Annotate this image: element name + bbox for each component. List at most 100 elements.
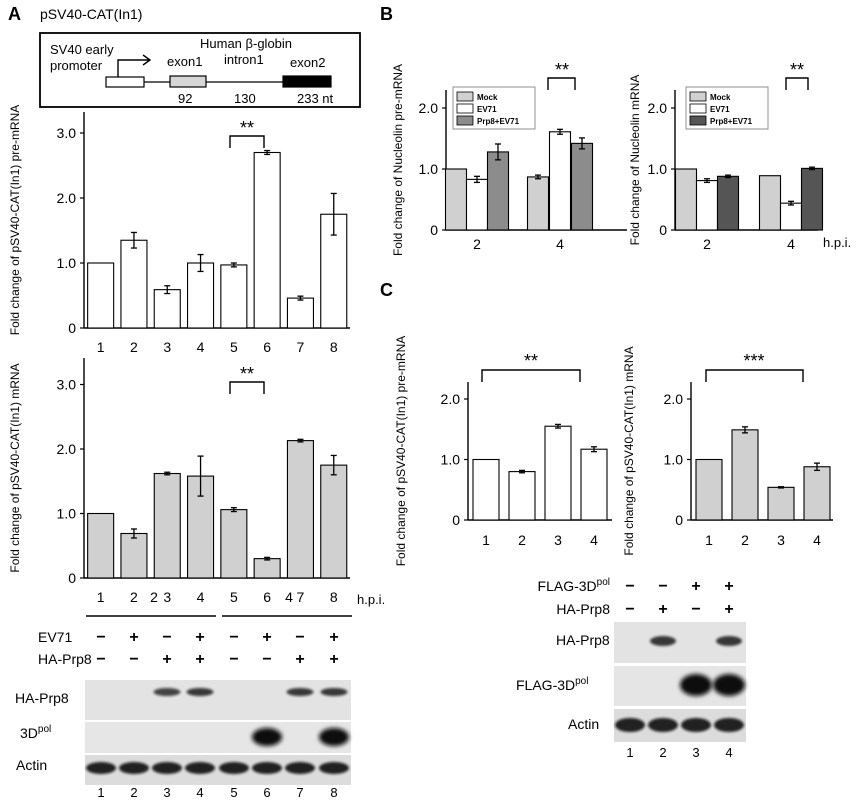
legend-swatch <box>689 103 707 114</box>
bar <box>580 448 608 521</box>
bar <box>526 176 550 231</box>
lane-number: 4 <box>196 785 203 800</box>
blot-label-actin: Actin <box>568 716 599 732</box>
x-tick-label: 8 <box>330 589 338 605</box>
y-axis-label: Fold change of Nucleolin pre-mRNA <box>391 64 405 256</box>
y-tick-label: 0 <box>659 222 667 238</box>
lane-number: 3 <box>692 745 699 760</box>
bar <box>758 175 782 231</box>
blot-band <box>252 728 282 746</box>
sign: − <box>625 578 634 595</box>
x-tick-label: 4 <box>556 236 564 252</box>
chart-b-nucleolin-pre-mrna: 0 1.0 2.0 Fold change of Nucleolin pre-mRNA… <box>391 64 627 256</box>
blot-label-3dpol: 3Dpol <box>20 724 51 741</box>
legend-label: Mock <box>477 93 498 102</box>
x-tick-label: 1 <box>97 589 105 605</box>
sign: − <box>229 629 238 646</box>
sign: − <box>96 629 105 646</box>
bar <box>486 151 510 231</box>
sign: + <box>129 629 138 646</box>
bar <box>187 262 215 329</box>
blot-band <box>680 674 712 696</box>
blot-label-flag-3dpol: FLAG-3Dpol <box>516 676 588 693</box>
panel-letter-b: B <box>380 4 393 24</box>
y-tick-label: 1.0 <box>664 452 684 468</box>
sign: + <box>329 651 338 668</box>
bar <box>320 464 348 579</box>
bar <box>120 239 148 329</box>
blot-band <box>681 718 711 732</box>
x-tick-label: 4 <box>813 532 821 548</box>
bar <box>253 151 281 329</box>
row-label: EV71 <box>38 629 72 645</box>
legend-label: Prp8+EV71 <box>710 117 753 126</box>
legend-label: Mock <box>710 93 731 102</box>
blot-band <box>185 762 215 774</box>
intron-size: 130 <box>234 91 256 106</box>
bar <box>548 131 572 231</box>
sig-bracket-a-pre: ** <box>229 118 265 148</box>
blot-band <box>716 636 742 646</box>
blot-label-actin: Actin <box>16 757 47 773</box>
bar <box>87 262 115 329</box>
legend-swatch <box>456 91 474 102</box>
x-tick-label: 2 <box>473 236 481 252</box>
bar <box>508 471 536 521</box>
sign: + <box>724 601 733 618</box>
y-tick-label: 0 <box>452 512 460 528</box>
blot-band <box>714 718 744 732</box>
row-label: FLAG-3Dpol <box>538 577 610 594</box>
sig-bracket-b-right: ** <box>785 60 809 90</box>
blot-band <box>86 762 116 774</box>
blot-c: HA-Prp8 FLAG-3Dpol Actin 1 2 3 4 <box>516 622 746 760</box>
blot-band <box>650 636 676 646</box>
intron-title: Human β-globin <box>200 36 292 51</box>
blot-strip-prp8 <box>85 680 351 720</box>
y-axis-label: Fold change of pSV40-CAT(In1) mRNA <box>8 363 22 572</box>
chart-a-mrna: 0 1.0 2.0 3.0 Fold change of pSV40-CAT(In1) … <box>8 358 350 605</box>
lane-number: 1 <box>626 745 633 760</box>
bar <box>286 297 315 329</box>
sig-label: ** <box>524 351 538 371</box>
blot-band <box>152 762 182 774</box>
sign: − <box>658 578 667 595</box>
y-tick-label: 2.0 <box>57 441 77 457</box>
y-axis-label: Fold change of Nucleolin mRNA <box>628 75 642 246</box>
bar <box>695 458 723 521</box>
sig-bracket-a-mrna: ** <box>229 364 265 394</box>
bar <box>570 142 594 231</box>
sign: + <box>691 578 700 595</box>
legend-b-left: Mock EV71 Prp8+EV71 <box>452 86 536 130</box>
blot-band <box>285 762 315 774</box>
sign: + <box>195 629 204 646</box>
y-tick-label: 0 <box>68 570 76 586</box>
blot-band <box>153 688 181 696</box>
blot-a: HA-Prp8 3Dpol Actin 1 2 3 4 5 6 7 8 <box>15 680 351 800</box>
legend-swatch <box>456 103 474 114</box>
legend-b-right: Mock EV71 Prp8+EV71 <box>685 86 769 130</box>
promoter-box <box>105 76 145 88</box>
sign: − <box>691 601 700 618</box>
blot-label-prp8: HA-Prp8 <box>556 632 610 648</box>
y-tick-label: 2.0 <box>419 100 439 116</box>
sign: + <box>195 651 204 668</box>
blot-band <box>252 762 282 774</box>
x-tick-label: 2 <box>130 339 138 355</box>
x-tick-label: 3 <box>163 589 171 605</box>
bar <box>153 472 181 579</box>
exon2-box <box>282 75 332 88</box>
blot-a-sign-rows: EV71− + − + − + − +HA-Prp8− − + + − − + + <box>38 629 339 668</box>
x-tick-label: 4 <box>787 236 795 252</box>
sig-bracket-c-right: *** <box>705 351 804 382</box>
blot-band <box>648 718 678 732</box>
chart-c-pre-mrna: 0 1.0 2.0 Fold change of pSV40-CAT(In1) pre… <box>394 336 612 566</box>
blot-strip-3dpol <box>85 722 351 753</box>
hpi-group-label: 4 <box>285 589 293 605</box>
sign: − <box>129 651 138 668</box>
legend-swatch <box>689 115 707 126</box>
y-tick-label: 3.0 <box>57 125 77 141</box>
promoter-label: SV40 early <box>50 42 114 57</box>
lane-number: 2 <box>659 745 666 760</box>
bar <box>286 440 315 579</box>
lane-numbers-c: 1 2 3 4 <box>626 745 732 760</box>
